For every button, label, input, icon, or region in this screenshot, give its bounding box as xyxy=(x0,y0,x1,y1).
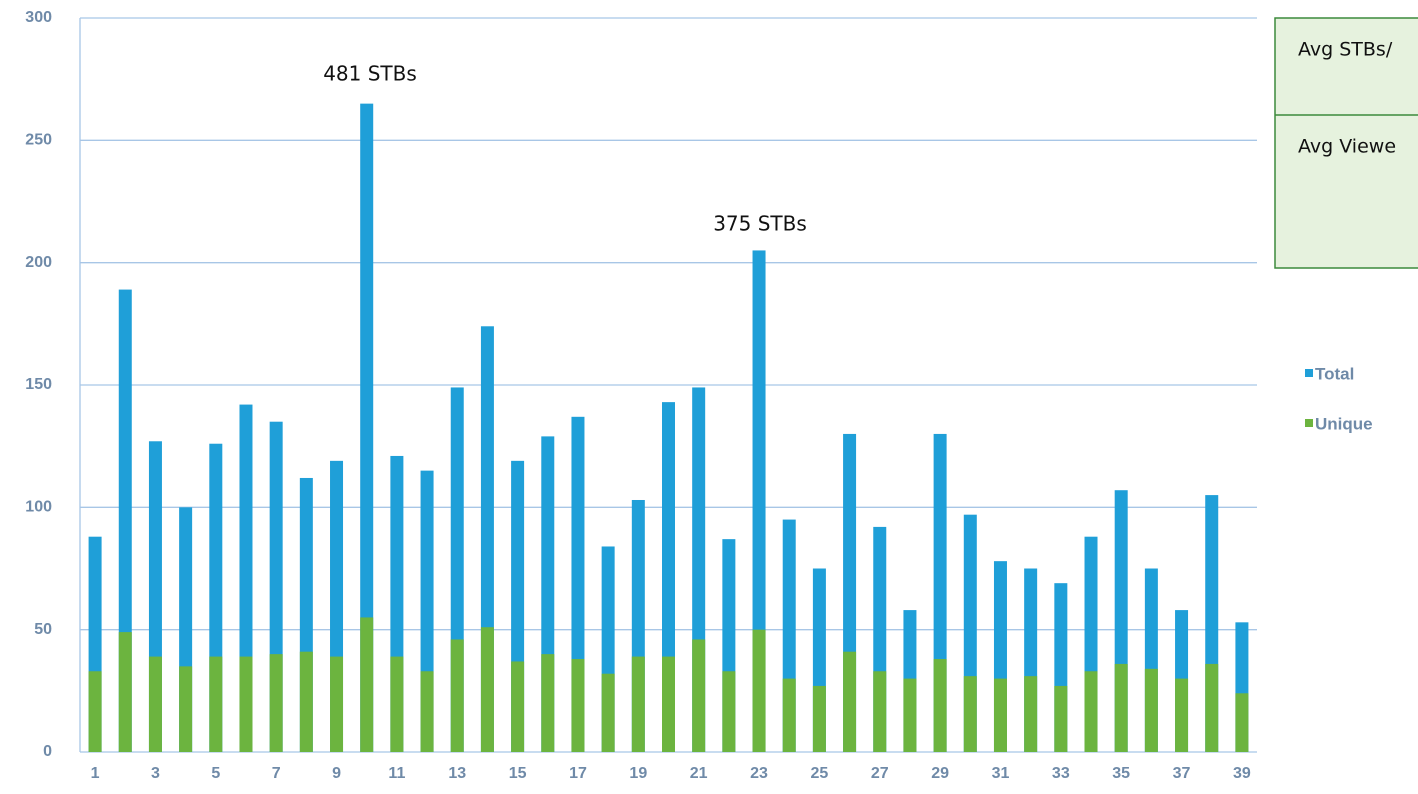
x-tick-label: 37 xyxy=(1173,765,1191,782)
y-tick-label: 0 xyxy=(43,743,52,760)
legend-swatch xyxy=(1305,369,1313,377)
bar xyxy=(752,250,766,752)
x-tick-label: 11 xyxy=(388,765,405,782)
y-tick-label: 50 xyxy=(34,621,52,638)
x-tick-label: 31 xyxy=(992,765,1010,782)
bar xyxy=(692,639,706,752)
x-tick-label: 25 xyxy=(810,765,828,782)
y-tick-label: 100 xyxy=(25,499,52,516)
annotation: 375 STBs xyxy=(713,212,807,236)
bar xyxy=(873,671,887,752)
bar xyxy=(209,656,223,752)
y-tick-label: 250 xyxy=(25,132,52,149)
bar xyxy=(722,671,736,752)
bar xyxy=(1024,676,1038,752)
x-tick-label: 27 xyxy=(871,765,889,782)
bar xyxy=(933,659,947,752)
bar xyxy=(450,639,464,752)
x-tick-label: 1 xyxy=(91,765,100,782)
bar xyxy=(843,651,857,752)
x-tick-label: 13 xyxy=(448,765,466,782)
x-tick-label: 17 xyxy=(569,765,587,782)
bar xyxy=(903,678,917,752)
bar xyxy=(1175,678,1189,752)
y-tick-label: 150 xyxy=(25,376,52,393)
x-tick-label: 7 xyxy=(272,765,281,782)
bar xyxy=(420,671,434,752)
bar xyxy=(360,617,374,752)
bar xyxy=(239,656,253,752)
x-tick-label: 33 xyxy=(1052,765,1070,782)
bar xyxy=(752,629,766,752)
x-tick-label: 19 xyxy=(629,765,647,782)
legend-swatch xyxy=(1305,419,1313,427)
x-tick-label: 21 xyxy=(690,765,708,782)
x-tick-label: 3 xyxy=(151,765,160,782)
bar xyxy=(1114,663,1128,752)
bar xyxy=(511,661,525,752)
x-tick-label: 15 xyxy=(509,765,527,782)
x-tick-label: 39 xyxy=(1233,765,1251,782)
bar xyxy=(330,656,344,752)
bar xyxy=(601,673,615,752)
x-tick-label: 23 xyxy=(750,765,768,782)
bar xyxy=(88,671,102,752)
bar xyxy=(571,659,585,752)
x-tick-label: 29 xyxy=(931,765,949,782)
bar xyxy=(148,656,162,752)
bar xyxy=(631,656,645,752)
bar xyxy=(299,651,313,752)
bar xyxy=(480,627,494,752)
bar xyxy=(1205,663,1219,752)
bar xyxy=(390,656,404,752)
box-text: Avg Viewe xyxy=(1298,136,1396,158)
bar xyxy=(360,103,374,753)
y-tick-label: 300 xyxy=(25,9,52,26)
x-tick-label: 5 xyxy=(211,765,220,782)
box-text: Avg STBs/ xyxy=(1298,39,1393,61)
bar xyxy=(179,666,193,752)
bar xyxy=(963,676,977,752)
bar xyxy=(782,678,796,752)
legend-label: Total xyxy=(1315,364,1354,383)
annotation: 481 STBs xyxy=(323,62,417,86)
bar xyxy=(1144,668,1158,752)
bar xyxy=(1084,671,1098,752)
bar xyxy=(1054,685,1068,752)
bar xyxy=(812,685,826,752)
legend-label: Unique xyxy=(1315,414,1373,433)
bar xyxy=(269,654,283,752)
info-box xyxy=(1274,17,1418,269)
bar xyxy=(1235,693,1249,752)
x-tick-label: 35 xyxy=(1112,765,1130,782)
bar xyxy=(541,654,555,752)
bar xyxy=(662,656,675,752)
y-tick-label: 200 xyxy=(25,254,52,271)
bar xyxy=(118,632,132,752)
bar xyxy=(993,678,1007,752)
x-tick-label: 9 xyxy=(332,765,341,782)
